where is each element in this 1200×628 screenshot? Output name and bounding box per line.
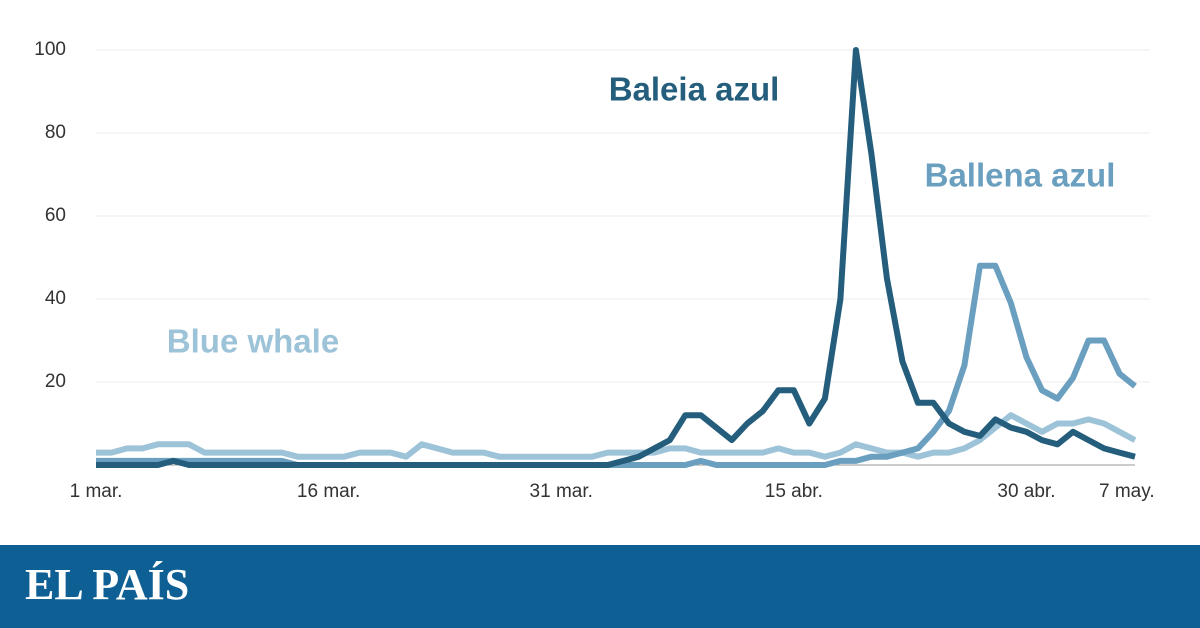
series-label: Ballena azul bbox=[925, 157, 1116, 194]
y-tick-label: 20 bbox=[45, 371, 66, 392]
x-tick-label: 30 abr. bbox=[997, 481, 1055, 502]
footer-band bbox=[0, 545, 1200, 628]
series-line bbox=[96, 47, 1136, 468]
x-tick-label: 16 mar. bbox=[297, 481, 360, 502]
y-tick-label: 60 bbox=[45, 205, 66, 226]
x-tick-label: 31 mar. bbox=[530, 481, 593, 502]
y-tick-label: 80 bbox=[45, 122, 66, 143]
logo: EL PAÍS bbox=[25, 560, 189, 609]
x-tick-label: 15 abr. bbox=[765, 481, 823, 502]
x-tick-label: 7 may. bbox=[1099, 481, 1155, 502]
series-label: Blue whale bbox=[167, 323, 339, 360]
y-tick-label: 40 bbox=[45, 288, 66, 309]
x-tick-label: 1 mar. bbox=[70, 481, 123, 502]
y-tick-label: 100 bbox=[34, 39, 66, 60]
series-line bbox=[96, 412, 1137, 460]
series-label: Baleia azul bbox=[609, 71, 780, 108]
